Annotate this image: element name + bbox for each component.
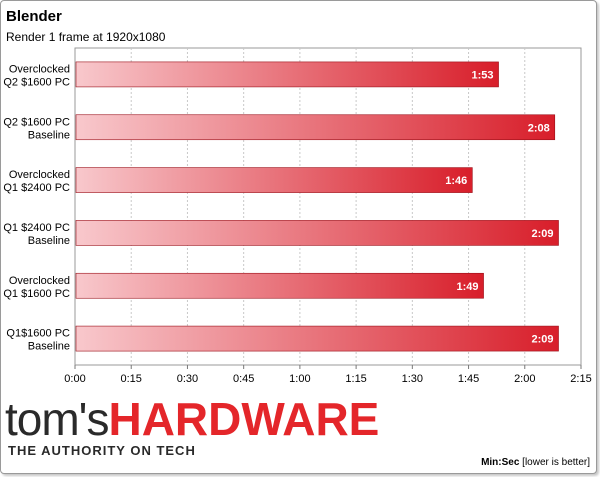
axis-unit-note: Min:Sec [lower is better] (481, 457, 590, 468)
x-tick-label: 1:45 (458, 373, 479, 385)
bar (75, 61, 499, 88)
x-tick-label: 0:15 (121, 373, 142, 385)
x-tick-label: 1:15 (345, 373, 366, 385)
x-tick-label: 2:00 (514, 373, 535, 385)
toms-hardware-logo: tom'sHARDWARE (5, 396, 379, 442)
bar-chart: 1:53 2:08 1:46 2:09 1:49 2:09 Overclocked Q2 $… (3, 47, 592, 385)
x-tick-label: 0:00 (64, 373, 85, 385)
category-label: Overclocked Q1 $2400 PC (3, 169, 70, 194)
bar (75, 167, 473, 193)
logo-hardware: HARDWARE (108, 393, 380, 445)
logo-tagline: THE AUTHORITY ON TECH (8, 443, 196, 458)
axis-unit-rest: [lower is better] (519, 457, 590, 468)
x-tick-label: 1:30 (402, 373, 423, 385)
bar (75, 325, 559, 352)
bar-value-label: 2:08 (528, 122, 550, 134)
x-tick-labels: 0:00 0:15 0:30 0:45 1:00 1:15 1:30 1:45 2:00 2:15 (64, 365, 592, 385)
logo-toms: tom's (5, 393, 109, 445)
category-label: Q1 $2400 PC Baseline (3, 222, 70, 247)
category-label: Overclocked Q1 $1600 PC (3, 275, 70, 300)
category-labels: Overclocked Q2 $1600 PC Q2 $1600 PC Baselin… (3, 63, 70, 352)
bar-value-label: 1:46 (445, 175, 467, 187)
x-tick-label: 1:00 (289, 373, 310, 385)
bar (75, 272, 484, 299)
x-tick-label: 2:15 (570, 373, 591, 385)
x-tick-label: 0:30 (177, 373, 198, 385)
bars: 1:53 2:08 1:46 2:09 1:49 2:09 (75, 61, 559, 352)
bar (75, 114, 556, 141)
x-tick-label: 0:45 (233, 373, 254, 385)
category-label: Q1$1600 PC Baseline (6, 328, 70, 353)
category-label: Overclocked Q2 $1600 PC (3, 63, 70, 88)
chart-subtitle: Render 1 frame at 1920x1080 (6, 30, 166, 44)
plot-area (74, 47, 582, 366)
bar-value-label: 2:09 (531, 334, 553, 346)
grid-lines (130, 48, 526, 365)
bar-value-label: 1:53 (472, 69, 494, 81)
axis-unit-bold: Min:Sec (481, 457, 520, 468)
category-label: Q2 $1600 PC Baseline (3, 116, 70, 141)
bar (75, 220, 559, 246)
bar-value-label: 2:09 (531, 228, 553, 240)
bar-value-label: 1:49 (457, 281, 479, 293)
chart-title: Blender (6, 8, 62, 25)
